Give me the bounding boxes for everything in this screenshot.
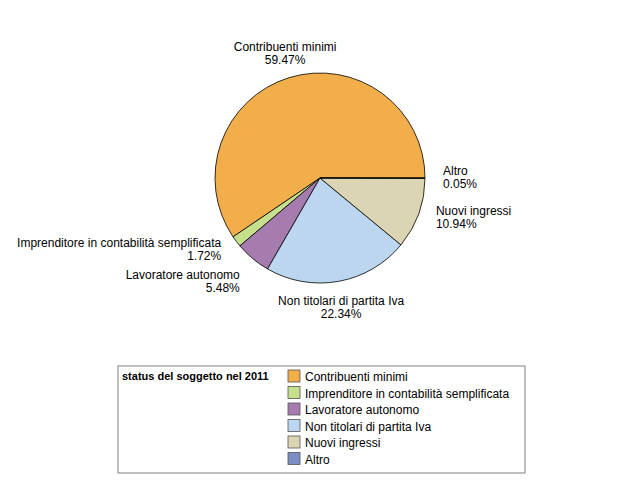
data-label-name: Nuovi ingressi (436, 204, 511, 218)
data-labels: Contribuenti minimi59.47% Imprenditore in… (17, 40, 511, 321)
data-label: Imprenditore in contabilità semplificata… (17, 236, 221, 263)
data-label: Altro0.05% (443, 164, 477, 191)
data-label-name: Altro (443, 164, 468, 178)
data-label-name: Lavoratore autonomo (126, 268, 240, 282)
data-label-value: 10.94% (436, 217, 477, 231)
legend-swatch (288, 403, 300, 415)
pie (215, 73, 425, 283)
data-label: Nuovi ingressi10.94% (436, 204, 511, 231)
legend-swatch (288, 387, 300, 399)
legend-label: Nuovi ingressi (305, 436, 380, 450)
legend: status del soggetto nel 2011 Contribuenti… (118, 366, 525, 473)
legend-label: Altro (305, 453, 330, 467)
slice (320, 178, 425, 245)
legend-swatch (288, 436, 300, 448)
data-label-name: Contribuenti minimi (234, 40, 337, 54)
legend-box (118, 366, 525, 473)
data-label-name: Non titolari di partita Iva (278, 294, 404, 308)
legend-swatch (288, 370, 300, 382)
data-label-value: 22.34% (321, 307, 362, 321)
data-label-name: Imprenditore in contabilità semplificata (17, 236, 221, 250)
legend-label: Contribuenti minimi (305, 370, 408, 384)
legend-label: Non titolari di partita Iva (305, 420, 431, 434)
data-label-value: 5.48% (206, 281, 240, 295)
data-label: Lavoratore autonomo5.48% (126, 268, 240, 295)
legend-swatch (288, 420, 300, 432)
slice (320, 178, 425, 179)
data-label: Non titolari di partita Iva22.34% (278, 294, 404, 321)
legend-label: Imprenditore in contabilità semplificata (305, 387, 509, 401)
legend-label: Lavoratore autonomo (305, 403, 419, 417)
legend-title: status del soggetto nel 2011 (122, 370, 269, 382)
legend-swatch (288, 453, 300, 465)
data-label-value: 1.72% (187, 249, 221, 263)
data-label-value: 59.47% (265, 53, 306, 67)
chart: Contribuenti minimi59.47%Imprenditore in… (0, 0, 640, 480)
data-label-value: 0.05% (443, 177, 477, 191)
data-label: Contribuenti minimi59.47% (234, 40, 337, 67)
